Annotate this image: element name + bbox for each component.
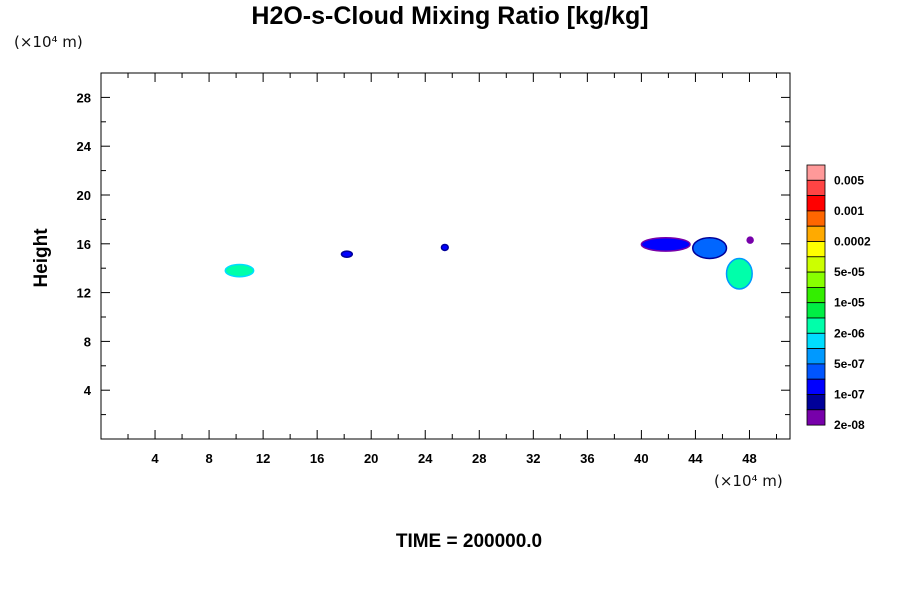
colorbar-swatch (806, 225, 826, 242)
colorbar-label: 5e-05 (834, 265, 865, 279)
x-tick-label: 40 (634, 451, 648, 466)
cloud-regions (224, 236, 754, 290)
cloud-region (440, 243, 449, 252)
plot-frame (100, 72, 791, 440)
colorbar-swatch (806, 317, 826, 334)
x-tick-label: 16 (310, 451, 324, 466)
x-tick-label: 8 (205, 451, 212, 466)
x-tick-label: 36 (580, 451, 594, 466)
y-tick-label: 4 (84, 383, 92, 398)
x-tick-label: 24 (418, 451, 433, 466)
y-tick-label: 24 (77, 139, 92, 154)
chart-title: H2O-s-Cloud Mixing Ratio [kg/kg] (251, 2, 649, 30)
cloud-region (746, 236, 754, 244)
x-tick-label: 20 (364, 451, 378, 466)
colorbar-swatch (806, 179, 826, 197)
colorbar-swatch (806, 210, 826, 227)
colorbar: 0.005 0.001 0.0002 5e-05 1e-05 2e-06 5e-07 1e-0… (806, 164, 871, 432)
colorbar-label: 0.005 (834, 173, 864, 187)
colorbar-swatch (806, 378, 826, 395)
y-tick-label: 12 (77, 286, 91, 301)
colorbar-label: 0.001 (834, 204, 864, 218)
x-tick-label: 4 (151, 451, 159, 466)
x-tick-label: 32 (526, 451, 540, 466)
y-tick-label: 16 (77, 237, 91, 252)
colorbar-swatch (806, 348, 826, 365)
x-tick-label: 28 (472, 451, 486, 466)
cloud-region (725, 257, 753, 290)
colorbar-swatch (806, 363, 826, 380)
x-tick-label: 12 (256, 451, 270, 466)
time-label: TIME = 200000.0 (395, 531, 543, 552)
y-tick-label: 28 (77, 90, 91, 105)
colorbar-swatch (806, 302, 826, 319)
colorbar-swatch (806, 271, 826, 288)
x-tick-label: 44 (688, 451, 703, 466)
cloud-region (640, 236, 691, 252)
colorbar-swatch (806, 409, 826, 426)
x-tick-label: 48 (742, 451, 756, 466)
colorbar-swatch (806, 394, 826, 411)
y-axis-unit: (×10⁴ m) (14, 33, 83, 51)
colorbar-label: 1e-07 (834, 388, 865, 402)
colorbar-swatch (806, 241, 826, 258)
colorbar-swatch (806, 164, 826, 181)
y-tick-label: 20 (77, 188, 91, 203)
colorbar-label: 5e-07 (834, 357, 865, 371)
x-axis-unit: (×10⁴ m) (714, 472, 783, 490)
colorbar-swatch (806, 332, 826, 349)
cloud-region (340, 250, 354, 258)
colorbar-label: 2e-08 (834, 418, 865, 432)
colorbar-swatch (806, 256, 826, 273)
cloud-region (224, 263, 255, 278)
colorbar-swatch (806, 286, 826, 304)
y-tick-label: 8 (84, 334, 91, 349)
colorbar-label: 1e-05 (834, 296, 865, 310)
colorbar-label: 2e-06 (834, 326, 865, 340)
colorbar-swatch (806, 195, 826, 212)
cloud-region (691, 236, 728, 260)
colorbar-label: 0.0002 (834, 235, 871, 249)
